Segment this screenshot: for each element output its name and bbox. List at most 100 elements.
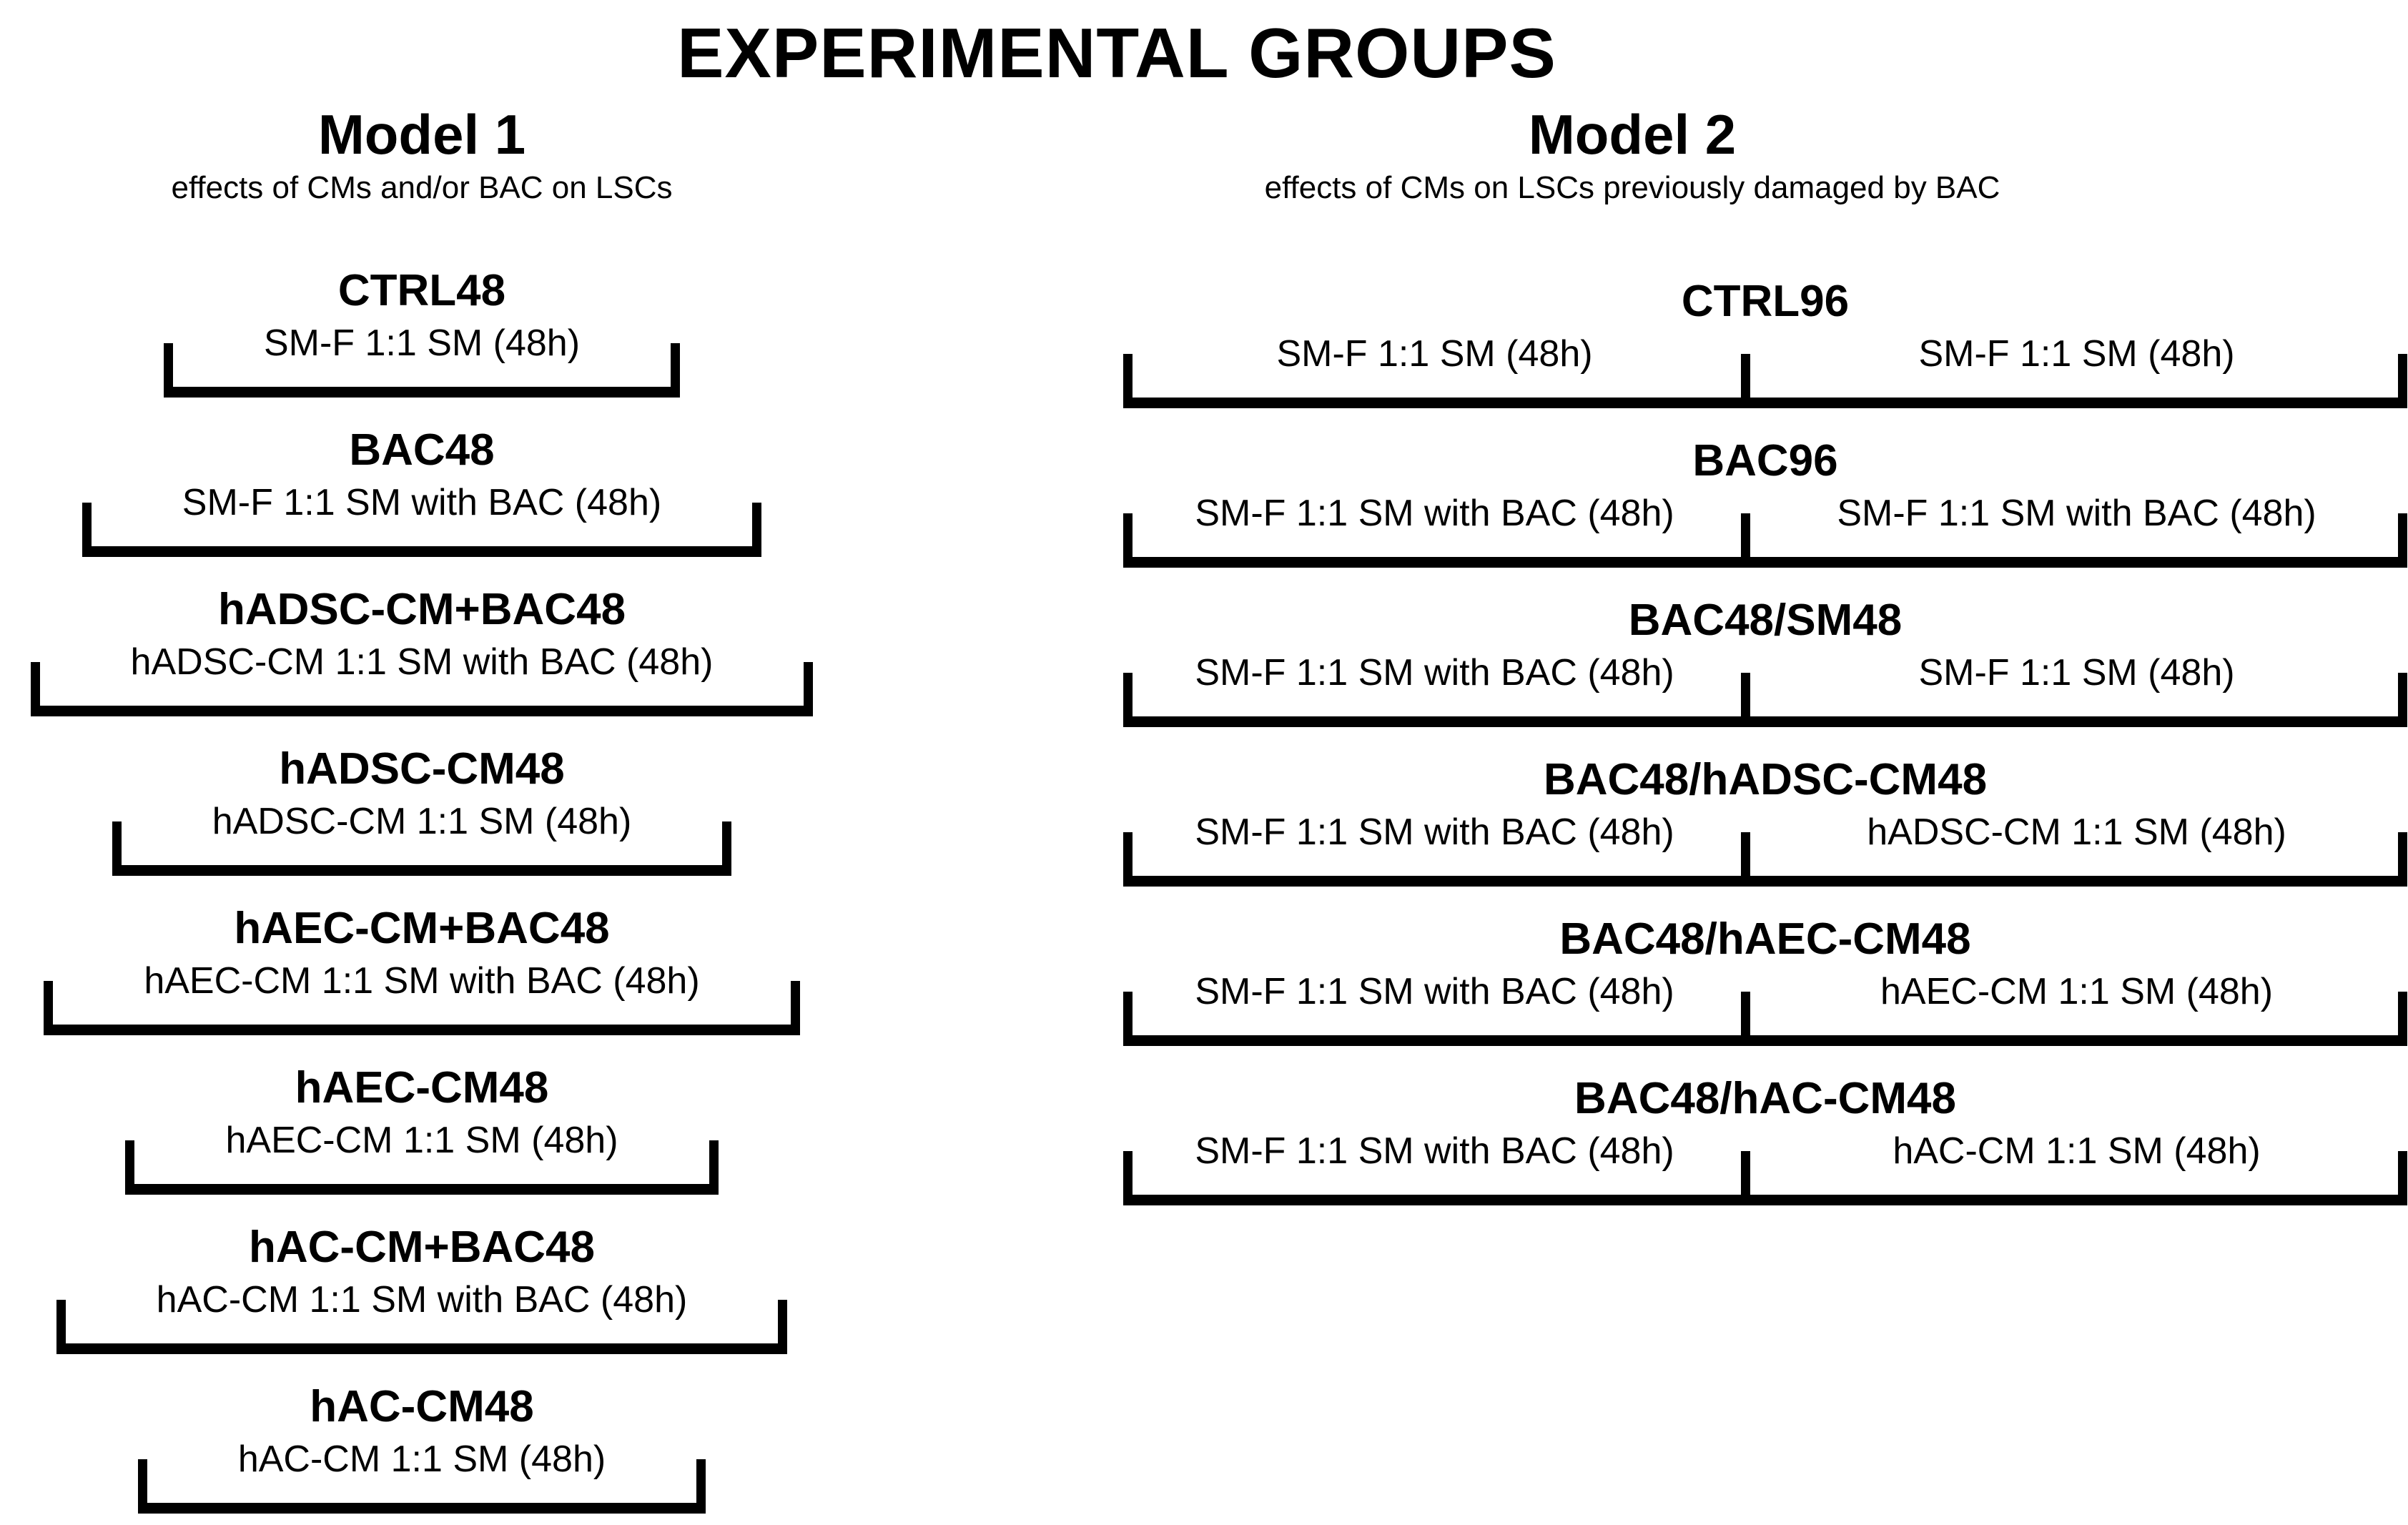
bracket-right-tick bbox=[752, 503, 762, 557]
group-hac-cm48: hAC-CM48 hAC-CM 1:1 SM (48h) bbox=[137, 1383, 706, 1514]
treatment-bracket: hAC-CM 1:1 SM (48h) bbox=[137, 1438, 706, 1514]
bracket-middle-tick bbox=[1741, 354, 1751, 408]
bracket-bottom-bar bbox=[1123, 716, 2407, 727]
bracket-middle-tick bbox=[1741, 1151, 1751, 1205]
treatment-label: hAC-CM 1:1 SM with BAC (48h) bbox=[156, 1279, 688, 1321]
bracket-left-tick bbox=[137, 1459, 147, 1514]
model2-header: Model 2 effects of CMs on LSCs previousl… bbox=[1265, 103, 2000, 206]
group-hadsc-cm48: hADSC-CM48 hADSC-CM 1:1 SM (48h) bbox=[112, 745, 732, 876]
phase1-label: SM-F 1:1 SM (48h) bbox=[1276, 333, 1593, 375]
group-haec-cm48: hAEC-CM48 hAEC-CM 1:1 SM (48h) bbox=[125, 1064, 719, 1195]
treatment-bracket: hAC-CM 1:1 SM with BAC (48h) bbox=[56, 1279, 788, 1354]
model2-section: Model 2 effects of CMs on LSCs previousl… bbox=[844, 103, 2408, 1205]
group-bac48-hadsc-cm48: BAC48/hADSC-CM48 SM-F 1:1 SM with BAC (4… bbox=[1123, 756, 2407, 887]
group-title: hAEC-CM+BAC48 bbox=[234, 904, 610, 953]
group-title: BAC48/hAEC-CM48 bbox=[1559, 914, 1971, 964]
group-title: BAC96 bbox=[1692, 436, 1838, 485]
phase2-label: SM-F 1:1 SM (48h) bbox=[1918, 333, 2235, 375]
phase2-label: SM-F 1:1 SM with BAC (48h) bbox=[1837, 493, 2316, 534]
bracket-left-tick bbox=[112, 821, 122, 876]
phase1-label: SM-F 1:1 SM with BAC (48h) bbox=[1195, 811, 1674, 853]
treatment-label: hAC-CM 1:1 SM (48h) bbox=[237, 1438, 606, 1480]
group-title: hAC-CM+BAC48 bbox=[249, 1223, 595, 1272]
bracket-right-tick bbox=[804, 662, 814, 716]
bracket-left-tick bbox=[82, 503, 92, 557]
models-container: Model 1 effects of CMs and/or BAC on LSC… bbox=[0, 103, 2408, 1514]
phase2-label: hAC-CM 1:1 SM (48h) bbox=[1893, 1130, 2261, 1172]
bracket-bottom-bar bbox=[1123, 1035, 2407, 1046]
bracket-left-tick bbox=[1123, 1151, 1133, 1205]
bracket-right-tick bbox=[778, 1300, 788, 1354]
bracket-left-tick bbox=[1123, 673, 1133, 727]
bracket-bottom-bar bbox=[82, 546, 762, 557]
treatment-bracket: SM-F 1:1 SM with BAC (48h) hAEC-CM 1:1 S… bbox=[1123, 971, 2407, 1046]
bracket-right-tick bbox=[722, 821, 732, 876]
treatment-label: SM-F 1:1 SM (48h) bbox=[263, 322, 581, 364]
treatment-label: hAEC-CM 1:1 SM with BAC (48h) bbox=[144, 960, 700, 1002]
group-title: BAC48/hAC-CM48 bbox=[1574, 1074, 1956, 1123]
bracket-right-tick bbox=[790, 981, 800, 1035]
phase2-label: hADSC-CM 1:1 SM (48h) bbox=[1867, 811, 2286, 853]
bracket-bottom-bar bbox=[1123, 557, 2407, 568]
treatment-label: SM-F 1:1 SM with BAC (48h) bbox=[182, 482, 662, 523]
phase1-label: SM-F 1:1 SM with BAC (48h) bbox=[1195, 493, 1674, 534]
bracket-left-tick bbox=[1123, 832, 1133, 887]
treatment-bracket: SM-F 1:1 SM with BAC (48h) SM-F 1:1 SM (… bbox=[1123, 652, 2407, 727]
treatment-bracket: SM-F 1:1 SM with BAC (48h) SM-F 1:1 SM w… bbox=[1123, 493, 2407, 568]
bracket-bottom-bar bbox=[125, 1184, 719, 1195]
bracket-bottom-bar bbox=[163, 387, 681, 398]
bracket-left-tick bbox=[56, 1300, 66, 1354]
treatment-label: hADSC-CM 1:1 SM (48h) bbox=[212, 801, 632, 842]
model1-section: Model 1 effects of CMs and/or BAC on LSC… bbox=[0, 103, 844, 1514]
phase1-label: SM-F 1:1 SM with BAC (48h) bbox=[1195, 971, 1674, 1012]
group-haec-cm-bac48: hAEC-CM+BAC48 hAEC-CM 1:1 SM with BAC (4… bbox=[44, 904, 800, 1035]
bracket-bottom-bar bbox=[1123, 398, 2407, 408]
treatment-bracket: hAEC-CM 1:1 SM (48h) bbox=[125, 1120, 719, 1195]
page-title: EXPERIMENTAL GROUPS bbox=[677, 14, 1556, 92]
phase2-label: SM-F 1:1 SM (48h) bbox=[1918, 652, 2235, 694]
treatment-bracket: SM-F 1:1 SM with BAC (48h) hAC-CM 1:1 SM… bbox=[1123, 1130, 2407, 1205]
bracket-right-tick bbox=[2398, 513, 2407, 568]
bracket-right-tick bbox=[671, 343, 681, 398]
group-title: CTRL96 bbox=[1681, 277, 1850, 326]
bracket-left-tick bbox=[1123, 354, 1133, 408]
bracket-right-tick bbox=[2398, 354, 2407, 408]
treatment-label: hADSC-CM 1:1 SM with BAC (48h) bbox=[130, 641, 714, 683]
bracket-bottom-bar bbox=[137, 1503, 706, 1514]
phase2-label: hAEC-CM 1:1 SM (48h) bbox=[1880, 971, 2274, 1012]
phase1-label: SM-F 1:1 SM with BAC (48h) bbox=[1195, 652, 1674, 694]
bracket-bottom-bar bbox=[30, 706, 814, 716]
group-title: BAC48/SM48 bbox=[1628, 596, 1903, 645]
bracket-left-tick bbox=[30, 662, 40, 716]
group-title: BAC48 bbox=[349, 425, 495, 475]
bracket-middle-tick bbox=[1741, 992, 1751, 1046]
bracket-bottom-bar bbox=[112, 865, 732, 876]
treatment-bracket: SM-F 1:1 SM (48h) SM-F 1:1 SM (48h) bbox=[1123, 333, 2407, 408]
bracket-right-tick bbox=[2398, 992, 2407, 1046]
bracket-bottom-bar bbox=[44, 1025, 800, 1035]
group-bac48: BAC48 SM-F 1:1 SM with BAC (48h) bbox=[82, 425, 762, 557]
treatment-bracket: hAEC-CM 1:1 SM with BAC (48h) bbox=[44, 960, 800, 1035]
bracket-middle-tick bbox=[1741, 513, 1751, 568]
bracket-right-tick bbox=[2398, 1151, 2407, 1205]
bracket-middle-tick bbox=[1741, 832, 1751, 887]
model2-title: Model 2 bbox=[1528, 103, 1737, 166]
group-bac48-hac-cm48: BAC48/hAC-CM48 SM-F 1:1 SM with BAC (48h… bbox=[1123, 1075, 2407, 1205]
bracket-right-tick bbox=[2398, 832, 2407, 887]
treatment-bracket: hADSC-CM 1:1 SM with BAC (48h) bbox=[30, 641, 814, 716]
bracket-left-tick bbox=[163, 343, 173, 398]
group-title: CTRL48 bbox=[337, 266, 506, 315]
group-ctrl48: CTRL48 SM-F 1:1 SM (48h) bbox=[163, 266, 681, 398]
bracket-left-tick bbox=[1123, 992, 1133, 1046]
group-bac96: BAC96 SM-F 1:1 SM with BAC (48h) SM-F 1:… bbox=[1123, 437, 2407, 568]
group-hadsc-cm-bac48: hADSC-CM+BAC48 hADSC-CM 1:1 SM with BAC … bbox=[30, 585, 814, 716]
bracket-bottom-bar bbox=[56, 1343, 788, 1354]
group-title: hADSC-CM+BAC48 bbox=[217, 585, 626, 634]
bracket-left-tick bbox=[1123, 513, 1133, 568]
treatment-bracket: SM-F 1:1 SM (48h) bbox=[163, 322, 681, 398]
group-title: hADSC-CM48 bbox=[279, 744, 565, 794]
bracket-middle-tick bbox=[1741, 673, 1751, 727]
group-bac48-haec-cm48: BAC48/hAEC-CM48 SM-F 1:1 SM with BAC (48… bbox=[1123, 915, 2407, 1046]
treatment-bracket: SM-F 1:1 SM with BAC (48h) hADSC-CM 1:1 … bbox=[1123, 811, 2407, 887]
